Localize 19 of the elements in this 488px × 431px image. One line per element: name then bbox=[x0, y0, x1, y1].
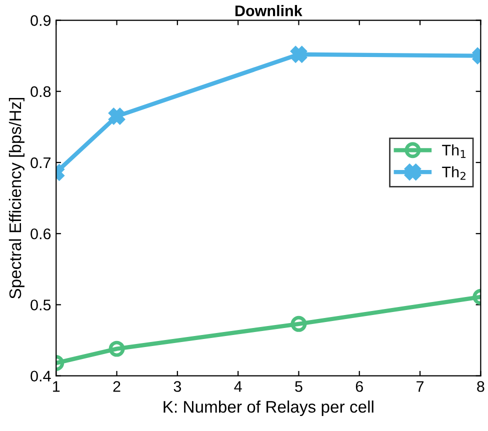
y-tick-label: 0.6 bbox=[30, 228, 51, 240]
x-tick-label: 4 bbox=[234, 381, 242, 392]
x-tick-label: 1 bbox=[53, 381, 60, 392]
y-tick-label: 0.7 bbox=[30, 157, 50, 168]
x-axis-title: K: Number of Relays per cell bbox=[164, 400, 374, 416]
y-axis-title: Spectral Efficiency [bps/Hz] bbox=[8, 98, 24, 299]
x-tick-label: 6 bbox=[356, 381, 363, 392]
x-tick-label: 5 bbox=[295, 381, 302, 392]
legend-label: Th$_{1}$ bbox=[442, 144, 466, 158]
x-tick-label: 8 bbox=[477, 381, 484, 392]
chart-title: Downlink bbox=[235, 5, 302, 16]
y-tick-label: 0.5 bbox=[30, 300, 51, 310]
y-tick-label: 0.8 bbox=[30, 86, 51, 98]
x-tick-label: 7 bbox=[416, 381, 424, 392]
legend-label: Th$_{2}$ bbox=[442, 166, 466, 180]
x-tick-label: 3 bbox=[174, 381, 181, 392]
x-tick-label: 2 bbox=[113, 381, 120, 392]
y-tick-label: 0.4 bbox=[30, 370, 51, 382]
y-tick-label: 0.9 bbox=[30, 15, 51, 26]
